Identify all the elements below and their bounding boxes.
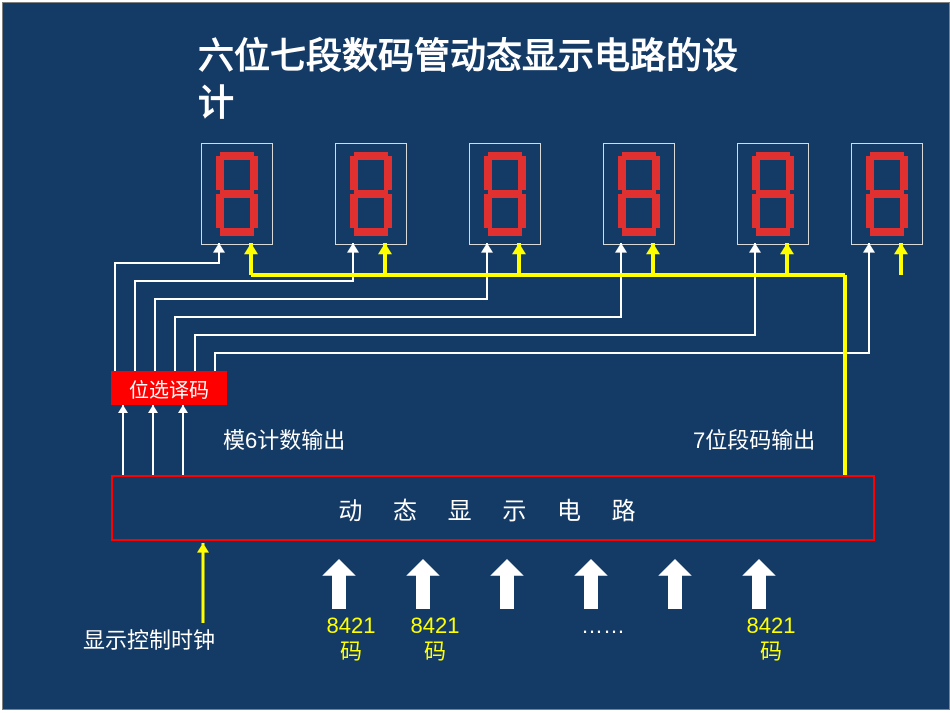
segment-d	[488, 228, 522, 236]
segment-g	[622, 190, 656, 198]
circuit-box: 动 态 显 示 电 路	[111, 475, 875, 541]
seven-seg-display	[851, 143, 923, 245]
input-arrow	[322, 559, 356, 609]
segment-a	[870, 152, 904, 160]
label-mod6: 模6计数输出	[223, 423, 345, 455]
segment-a	[354, 152, 388, 160]
segment-e	[618, 194, 626, 228]
segment-f	[866, 156, 874, 190]
segment-b	[250, 156, 258, 190]
input-arrow	[490, 559, 524, 609]
segment-g	[354, 190, 388, 198]
segment-d	[220, 228, 254, 236]
seven-seg-display	[469, 143, 541, 245]
segment-a	[488, 152, 522, 160]
diagram-stage: 六位七段数码管动态显示电路的设计 位选译码 动 态 显 示 电 路 模6计数输出…	[2, 2, 950, 710]
seven-seg-display	[737, 143, 809, 245]
segment-f	[752, 156, 760, 190]
input-arrow	[574, 559, 608, 609]
segment-c	[900, 194, 908, 228]
segment-g	[870, 190, 904, 198]
segment-b	[518, 156, 526, 190]
segment-f	[216, 156, 224, 190]
segment-d	[870, 228, 904, 236]
segment-d	[354, 228, 388, 236]
segment-c	[518, 194, 526, 228]
segment-f	[350, 156, 358, 190]
segment-e	[866, 194, 874, 228]
segment-a	[622, 152, 656, 160]
seven-seg-display	[201, 143, 273, 245]
segment-e	[484, 194, 492, 228]
label-clock: 显示控制时钟	[83, 623, 215, 655]
label-8421: 8421 码	[405, 613, 465, 666]
segment-c	[652, 194, 660, 228]
label-seg7: 7位段码输出	[693, 423, 815, 455]
segment-g	[488, 190, 522, 198]
segment-d	[622, 228, 656, 236]
input-arrow	[406, 559, 440, 609]
label-8421: 8421 码	[741, 613, 801, 666]
segment-c	[250, 194, 258, 228]
segment-e	[216, 194, 224, 228]
segment-b	[900, 156, 908, 190]
input-arrow	[658, 559, 692, 609]
segment-c	[786, 194, 794, 228]
segment-g	[756, 190, 790, 198]
segment-d	[756, 228, 790, 236]
segment-f	[618, 156, 626, 190]
segment-a	[756, 152, 790, 160]
decoder-box: 位选译码	[111, 371, 227, 405]
segment-e	[350, 194, 358, 228]
seven-seg-display	[335, 143, 407, 245]
segment-g	[220, 190, 254, 198]
segment-b	[786, 156, 794, 190]
segment-c	[384, 194, 392, 228]
seven-seg-display	[603, 143, 675, 245]
segment-b	[384, 156, 392, 190]
input-arrow	[742, 559, 776, 609]
label-8421: 8421 码	[321, 613, 381, 666]
segment-b	[652, 156, 660, 190]
segment-a	[220, 152, 254, 160]
page-title: 六位七段数码管动态显示电路的设计	[198, 33, 758, 127]
segment-e	[752, 194, 760, 228]
label-ellipsis: ……	[573, 613, 633, 639]
segment-f	[484, 156, 492, 190]
